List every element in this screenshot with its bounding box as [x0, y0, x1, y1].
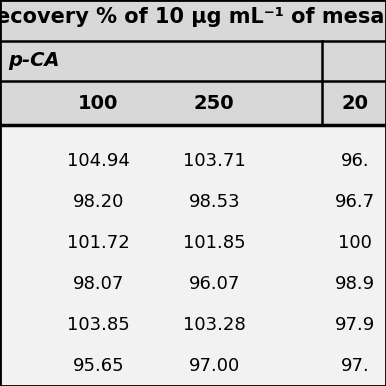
Text: 250: 250: [194, 94, 235, 113]
Bar: [0, 125, 386, 386]
Text: 98.53: 98.53: [188, 193, 240, 211]
Text: 97.00: 97.00: [189, 357, 240, 374]
Bar: [322, 41, 386, 81]
Text: 101.85: 101.85: [183, 234, 245, 252]
Text: 97.9: 97.9: [335, 316, 375, 334]
Bar: [0, 41, 322, 81]
Text: 97.: 97.: [341, 357, 369, 374]
Text: 103.71: 103.71: [183, 152, 245, 170]
Text: 100: 100: [338, 234, 372, 252]
Text: 20: 20: [342, 94, 369, 113]
Text: 96.07: 96.07: [188, 275, 240, 293]
Text: 103.28: 103.28: [183, 316, 245, 334]
Text: 101.72: 101.72: [67, 234, 130, 252]
Text: 100: 100: [78, 94, 119, 113]
Bar: [0, 0, 386, 41]
Text: 95.65: 95.65: [73, 357, 124, 374]
Text: 98.07: 98.07: [73, 275, 124, 293]
Text: 104.94: 104.94: [67, 152, 130, 170]
Text: 96.7: 96.7: [335, 193, 375, 211]
Text: ecovery % of 10 μg mL⁻¹ of mesal: ecovery % of 10 μg mL⁻¹ of mesal: [0, 7, 386, 27]
Text: 103.85: 103.85: [67, 316, 130, 334]
Text: 98.20: 98.20: [73, 193, 124, 211]
Text: 98.9: 98.9: [335, 275, 375, 293]
Text: 96.: 96.: [341, 152, 369, 170]
Bar: [0, 81, 386, 125]
Text: p-CA: p-CA: [8, 51, 59, 70]
